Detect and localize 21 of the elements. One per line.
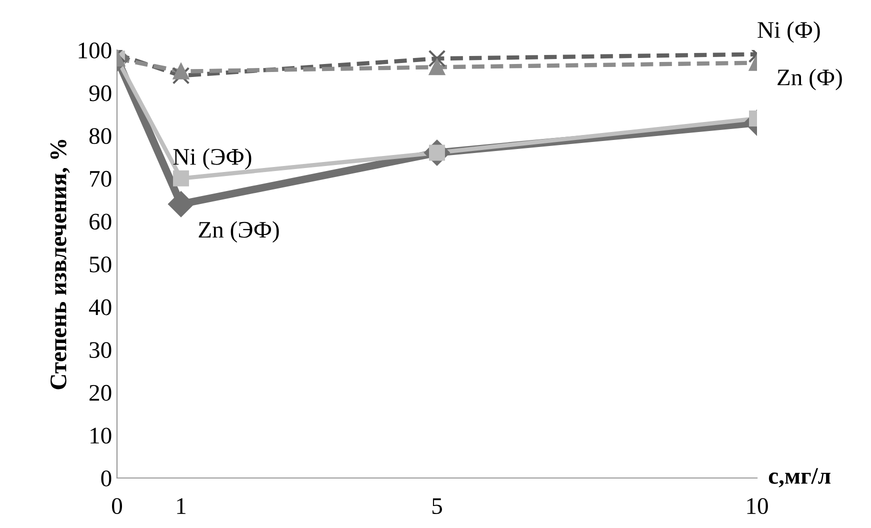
series-label: Ni (Ф) (758, 21, 820, 43)
x-tick-label: 10 (747, 498, 768, 514)
y-tick-label: 100 (78, 42, 112, 58)
y-tick-label: 20 (90, 384, 112, 401)
y-tick-label: 70 (90, 170, 112, 187)
y-tick-label: 0 (101, 470, 112, 486)
y-tick-label: 10 (90, 428, 112, 444)
y-tick-label: 90 (89, 85, 112, 102)
x-tick-label: 0 (112, 498, 122, 514)
x-axis-title: с,мг/л (768, 468, 830, 488)
series-label: Zn (Ф) (778, 68, 842, 90)
y-tick-label: 30 (90, 342, 112, 358)
series-label: Zn (ЭФ) (198, 221, 279, 243)
x-tick-label: 1 (177, 498, 186, 514)
series-label: Ni (ЭФ) (173, 148, 252, 170)
y-axis-title: Степень извлечения, % (50, 140, 70, 390)
x-tick-label: 5 (432, 498, 442, 514)
y-tick-label: 60 (90, 214, 112, 230)
y-tick-label: 50 (90, 256, 112, 272)
y-tick-label: 80 (89, 128, 112, 144)
y-tick-label: 40 (88, 299, 112, 316)
